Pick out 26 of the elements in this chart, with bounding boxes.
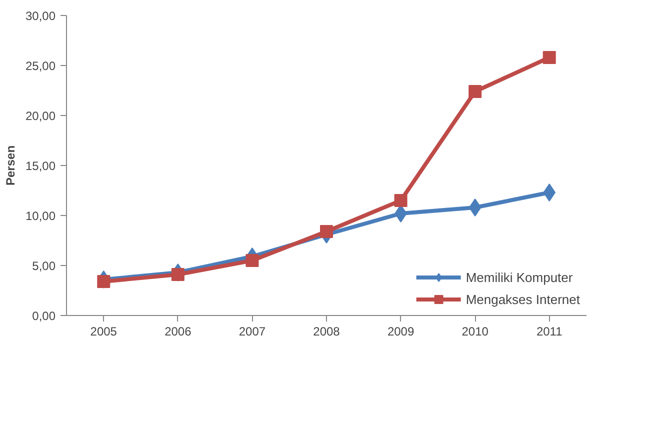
point bbox=[394, 194, 408, 207]
y-axis-title: Persen bbox=[3, 145, 18, 186]
x-tick-label: 2011 bbox=[536, 324, 563, 338]
x-tick-label: 2005 bbox=[90, 324, 118, 338]
x-tick-label: 2009 bbox=[387, 324, 414, 338]
legend-label: Memiliki Komputer bbox=[466, 270, 573, 284]
y-tick-label: 0,00 bbox=[32, 309, 56, 323]
legend-label: Mengakses Internet bbox=[466, 292, 580, 306]
point bbox=[246, 254, 259, 267]
x-tick-label: 2008 bbox=[313, 324, 340, 338]
point bbox=[171, 268, 184, 281]
point bbox=[468, 85, 482, 98]
y-tick-label: 10,00 bbox=[25, 209, 56, 223]
y-tick-label: 5,00 bbox=[32, 259, 56, 273]
point bbox=[97, 275, 110, 288]
point bbox=[320, 225, 333, 238]
x-tick-label: 2007 bbox=[238, 324, 266, 338]
point bbox=[543, 184, 556, 202]
x-tick-label: 2006 bbox=[164, 324, 192, 338]
y-tick-label: 25,00 bbox=[25, 59, 56, 73]
y-tick-label: 20,00 bbox=[25, 109, 56, 123]
point bbox=[468, 198, 482, 216]
y-tick-label: 30,00 bbox=[25, 9, 56, 23]
point bbox=[542, 51, 556, 64]
x-tick-label: 2010 bbox=[462, 324, 489, 338]
y-tick-label: 15,00 bbox=[25, 159, 56, 173]
